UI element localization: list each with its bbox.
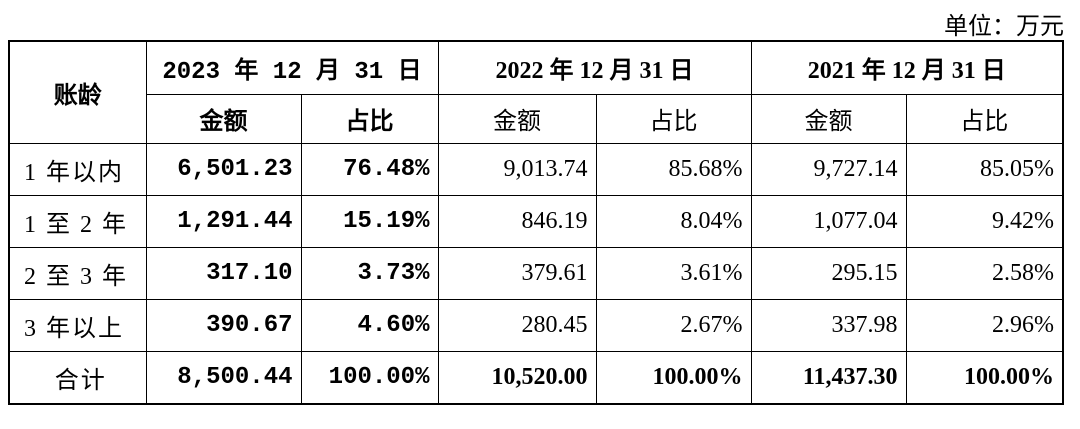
year-header: 2022 年 12 月 31 日 [437, 40, 752, 95]
year-header: 2021 年 12 月 31 日 [750, 40, 1064, 95]
cell: 100.00% [595, 350, 752, 404]
cell: 2.58% [905, 246, 1064, 300]
cell: 2.96% [905, 298, 1064, 352]
cell: 11,437.30 [750, 350, 907, 404]
cell: 9,727.14 [750, 142, 907, 196]
sub-header: 占比 [595, 93, 752, 144]
cell: 8,500.44 [145, 350, 302, 404]
cell: 6,501.23 [145, 142, 302, 196]
unit-label: 单位：万元 [944, 14, 1064, 40]
row-label: 2 至 3 年 [8, 246, 147, 300]
cell: 9.42% [905, 194, 1064, 248]
cell: 1,077.04 [750, 194, 907, 248]
cell: 390.67 [145, 298, 302, 352]
cell: 379.61 [437, 246, 597, 300]
cell: 9,013.74 [437, 142, 597, 196]
row-label: 1 至 2 年 [8, 194, 147, 248]
sub-header: 占比 [300, 93, 439, 144]
cell: 1,291.44 [145, 194, 302, 248]
cell: 4.60% [300, 298, 439, 352]
table-row: 1 至 2 年 1,291.44 15.19% 846.19 8.04% 1,077.04… [8, 194, 1064, 248]
cell: 15.19% [300, 194, 439, 248]
cell: 76.48% [300, 142, 439, 196]
cell: 317.10 [145, 246, 302, 300]
corner-header: 账龄 [8, 40, 147, 144]
table-row: 3 年以上 390.67 4.60% 280.45 2.67% 337.98 2.96% [8, 298, 1064, 352]
cell: 337.98 [750, 298, 907, 352]
cell: 85.05% [905, 142, 1064, 196]
year-header: 2023 年 12 月 31 日 [145, 40, 439, 95]
sub-header: 金额 [750, 93, 907, 144]
table-row: 1 年以内 6,501.23 76.48% 9,013.74 85.68% 9,727.1… [8, 142, 1064, 196]
cell: 100.00% [905, 350, 1064, 404]
cell: 2.67% [595, 298, 752, 352]
cell: 3.73% [300, 246, 439, 300]
sub-header: 金额 [145, 93, 302, 144]
row-label: 1 年以内 [8, 142, 147, 196]
sub-header: 占比 [905, 93, 1064, 144]
cell: 3.61% [595, 246, 752, 300]
sub-header: 金额 [437, 93, 597, 144]
cell: 100.00% [300, 350, 439, 404]
cell: 85.68% [595, 142, 752, 196]
table-row: 合计 8,500.44 100.00% 10,520.00 100.00% 11,437.… [8, 350, 1064, 404]
cell: 10,520.00 [437, 350, 597, 404]
aging-table: 账龄 2023 年 12 月 31 日 2022 年 12 月 31 日 202… [8, 40, 1064, 405]
table-row: 2 至 3 年 317.10 3.73% 379.61 3.61% 295.15 2.58% [8, 246, 1064, 300]
cell: 295.15 [750, 246, 907, 300]
cell: 8.04% [595, 194, 752, 248]
row-label: 3 年以上 [8, 298, 147, 352]
cell: 846.19 [437, 194, 597, 248]
cell: 280.45 [437, 298, 597, 352]
row-label: 合计 [8, 350, 147, 404]
